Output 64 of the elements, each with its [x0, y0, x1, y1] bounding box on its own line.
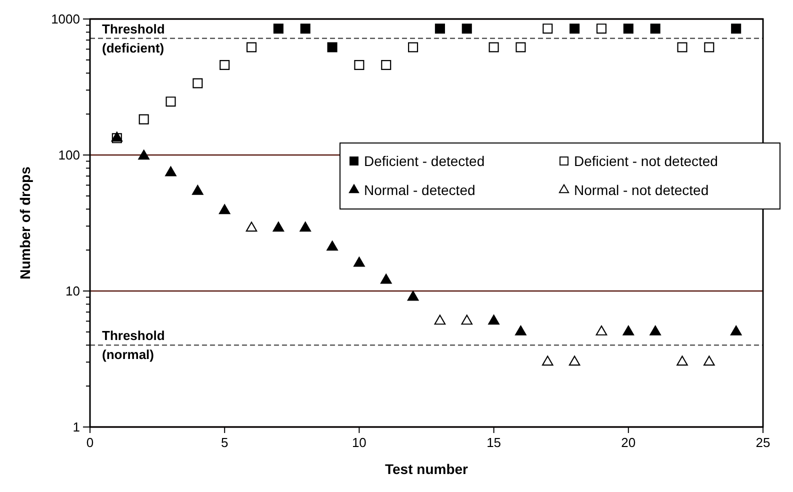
point: [488, 314, 500, 325]
y-tick-label: 100: [58, 148, 80, 163]
point: [166, 96, 176, 107]
point: [650, 24, 660, 34]
point: [246, 222, 258, 232]
ref-line-label: Threshold (deficient): [102, 21, 165, 56]
x-tick-label: 5: [220, 435, 228, 450]
point: [704, 356, 715, 366]
legend-label: Deficient - not detected: [574, 152, 718, 169]
point: [165, 166, 176, 176]
x-tick-label: 0: [86, 435, 94, 450]
legend-label: Normal - not detected: [574, 182, 709, 198]
point: [731, 24, 742, 34]
point: [326, 240, 338, 251]
y-tick-label: 10: [66, 284, 80, 299]
point: [273, 24, 284, 34]
legend-label: Deficient - detected: [364, 152, 485, 169]
point: [220, 60, 230, 70]
x-tick-label: 20: [621, 435, 636, 450]
y-tick-label: 1: [72, 420, 80, 435]
point: [568, 356, 580, 366]
y-axis-title: Number of drops: [17, 166, 33, 280]
point: [622, 326, 634, 336]
x-tick-label: 15: [486, 435, 502, 450]
point: [354, 256, 365, 267]
point: [488, 42, 499, 52]
point: [138, 114, 149, 124]
point: [138, 150, 150, 160]
point: [515, 326, 526, 336]
point: [677, 42, 688, 52]
point: [246, 42, 257, 52]
point: [272, 222, 284, 232]
point: [381, 60, 392, 70]
point: [516, 42, 526, 52]
point: [623, 24, 634, 34]
point: [676, 356, 688, 366]
point: [354, 60, 364, 70]
point: [730, 326, 742, 336]
legend-label: Normal - detected: [364, 182, 476, 198]
point: [570, 24, 580, 34]
point: [408, 42, 418, 52]
point: [300, 24, 310, 34]
point: [542, 24, 553, 34]
x-axis-title: Test number: [385, 461, 469, 477]
x-tick-label: 10: [352, 435, 366, 450]
y-tick-label: 1000: [51, 12, 80, 27]
point: [407, 290, 419, 301]
point: [327, 42, 338, 52]
ref-line-label: Threshold (normal): [102, 328, 165, 362]
point: [192, 78, 203, 88]
point: [218, 204, 230, 214]
point: [542, 356, 554, 366]
point: [192, 184, 204, 195]
point: [300, 222, 312, 232]
point: [461, 314, 473, 325]
point: [596, 326, 608, 336]
point: [462, 24, 472, 34]
point: [596, 24, 606, 34]
point: [704, 42, 714, 52]
point: [434, 314, 446, 325]
point: [650, 326, 661, 336]
x-tick-label: 25: [756, 435, 770, 450]
point: [380, 274, 392, 284]
point: [434, 24, 445, 34]
